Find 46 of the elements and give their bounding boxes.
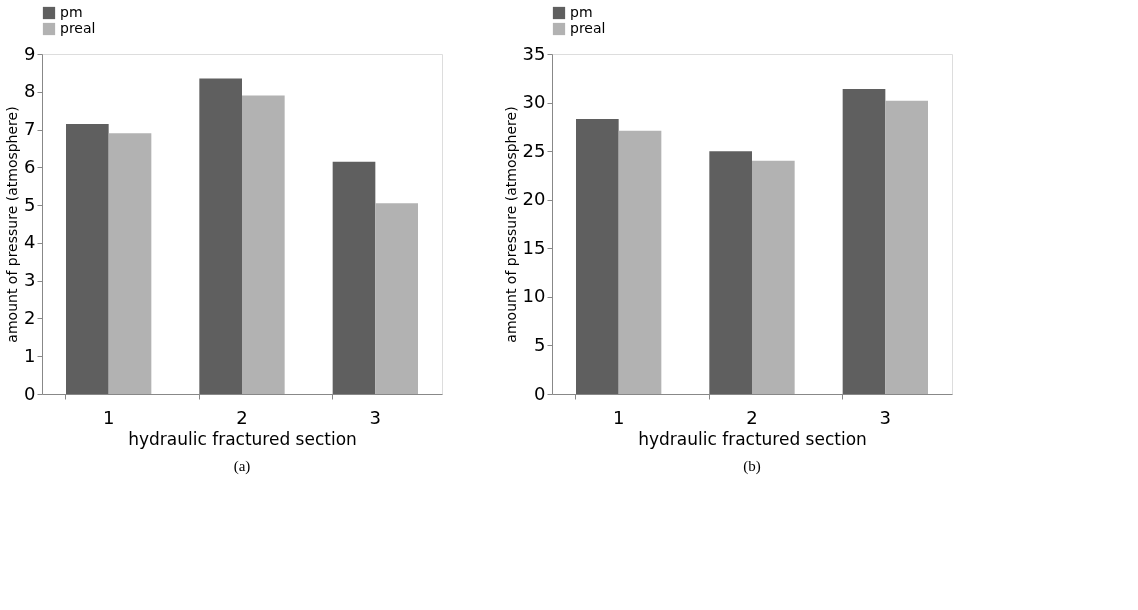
bar [332,161,376,394]
y-tick-label: 30 [522,91,546,113]
y-tick-label: 0 [24,382,36,404]
x-tick-label: 3 [369,406,382,428]
x-axis-title: hydraulic fractured section [638,428,867,449]
y-tick-label: 5 [24,193,36,215]
bar [576,119,619,394]
y-tick-label: 0 [534,382,546,404]
y-tick-label: 9 [24,42,36,64]
legend-label: pm [570,4,593,20]
bar [885,100,928,394]
y-tick-label: 15 [522,236,546,258]
x-tick-label: 3 [879,406,892,428]
bar [842,88,886,394]
y-tick-label: 8 [24,80,36,102]
y-tick-label: 3 [24,269,36,291]
legend-label: preal [60,20,96,36]
text: (b) [743,458,761,475]
bar [709,151,752,394]
y-tick-label: 4 [24,231,36,253]
x-tick-label: 1 [612,406,625,428]
y-tick-label: 10 [522,285,546,307]
bar [199,78,242,394]
y-tick-label: 6 [24,155,36,177]
y-tick-label: 35 [522,42,546,64]
y-tick-label: 25 [522,139,546,161]
text: (a) [233,458,251,475]
x-tick-label: 2 [746,406,758,428]
bar [375,203,418,394]
y-tick-label: 20 [522,188,546,210]
y-axis-title: amount of pressure (atmosphere) [502,106,519,343]
y-tick-label: 7 [24,118,36,140]
legend-label: pm [60,4,83,20]
y-axis-title: amount of pressure (atmosphere) [4,106,21,343]
legend-label: preal [570,20,606,36]
bar [242,95,285,394]
y-tick-label: 1 [24,344,36,366]
bar [66,123,109,394]
x-tick-label: 1 [102,406,115,428]
bar [108,133,152,394]
x-axis-title: hydraulic fractured section [128,428,357,449]
y-tick-label: 2 [24,306,36,328]
x-tick-label: 2 [236,406,248,428]
bar [752,160,795,394]
y-tick-label: 5 [534,333,546,355]
bar [618,130,662,394]
